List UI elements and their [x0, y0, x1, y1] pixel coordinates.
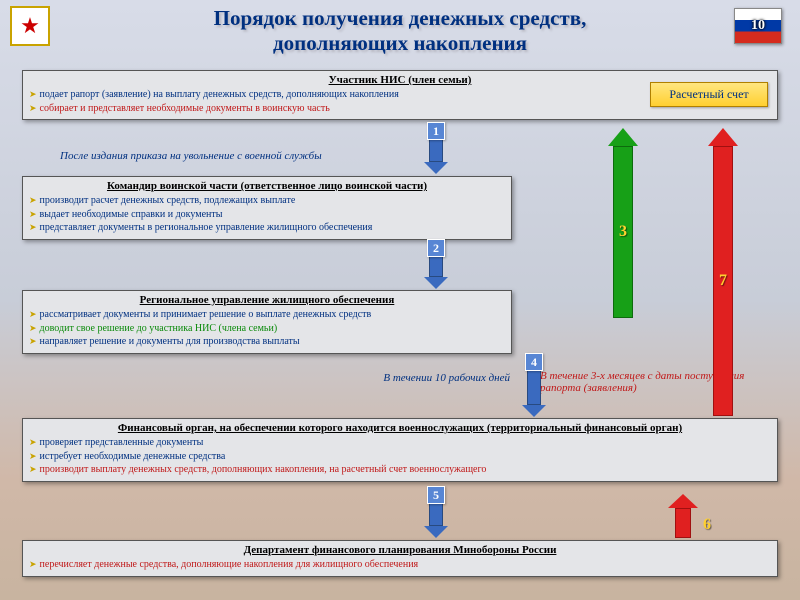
box-commander: Командир воинской части (ответственное л…: [22, 176, 512, 240]
box-list: производит расчет денежных средств, подл…: [29, 194, 505, 235]
arrow-num: 1: [427, 122, 445, 140]
arrow-5: 5: [424, 490, 448, 538]
box-financial: Финансовый орган, на обеспечении которог…: [22, 418, 778, 482]
box-department: Департамент финансового планирования Мин…: [22, 540, 778, 577]
arrow-num: 6: [703, 516, 711, 534]
arrow-6: 6: [668, 494, 698, 538]
slide-badge: 10: [734, 8, 782, 44]
box-list: перечисляет денежные средства, дополняющ…: [29, 558, 771, 572]
list-item: выдает необходимые справки и документы: [29, 208, 505, 222]
annotation-1: После издания приказа на увольнение с во…: [60, 150, 400, 162]
title-line-2: дополняющих накопления: [60, 31, 740, 56]
box-head: Командир воинской части (ответственное л…: [29, 180, 505, 192]
list-item: представляет документы в региональное уп…: [29, 221, 505, 235]
logo: ★: [10, 6, 50, 46]
list-item: перечисляет денежные средства, дополняющ…: [29, 558, 771, 572]
box-head: Департамент финансового планирования Мин…: [29, 544, 771, 556]
arrow-num: 2: [427, 239, 445, 257]
arrow-3: 3: [608, 128, 638, 318]
arrow-4: 4: [522, 357, 546, 417]
slide-number: 10: [751, 18, 765, 34]
box-list: проверяет представленные документыистреб…: [29, 436, 771, 477]
list-item: проверяет представленные документы: [29, 436, 771, 450]
arrow-num: 3: [619, 223, 627, 241]
box-regional: Региональное управление жилищного обеспе…: [22, 290, 512, 354]
list-item: направляет решение и документы для произ…: [29, 335, 505, 349]
arrow-num: 7: [719, 272, 727, 290]
list-item: рассматривает документы и принимает реше…: [29, 308, 505, 322]
arrow-num: 4: [525, 353, 543, 371]
page-title: Порядок получения денежных средств, допо…: [0, 0, 800, 64]
list-item: производит расчет денежных средств, подл…: [29, 194, 505, 208]
box-head: Финансовый орган, на обеспечении которог…: [29, 422, 771, 434]
arrow-2: 2: [424, 243, 448, 289]
arrow-num: 5: [427, 486, 445, 504]
list-item: истребует необходимые денежные средства: [29, 450, 771, 464]
title-line-1: Порядок получения денежных средств,: [60, 6, 740, 31]
box-head: Региональное управление жилищного обеспе…: [29, 294, 505, 306]
arrow-1: 1: [424, 126, 448, 174]
list-item: производит выплату денежных средств, доп…: [29, 463, 771, 477]
list-item: доводит свое решение до участника НИС (ч…: [29, 322, 505, 336]
annotation-4: В течении 10 рабочих дней: [230, 372, 510, 384]
account-button: Расчетный счет: [650, 82, 768, 107]
arrow-7: 7: [708, 128, 738, 416]
box-list: рассматривает документы и принимает реше…: [29, 308, 505, 349]
